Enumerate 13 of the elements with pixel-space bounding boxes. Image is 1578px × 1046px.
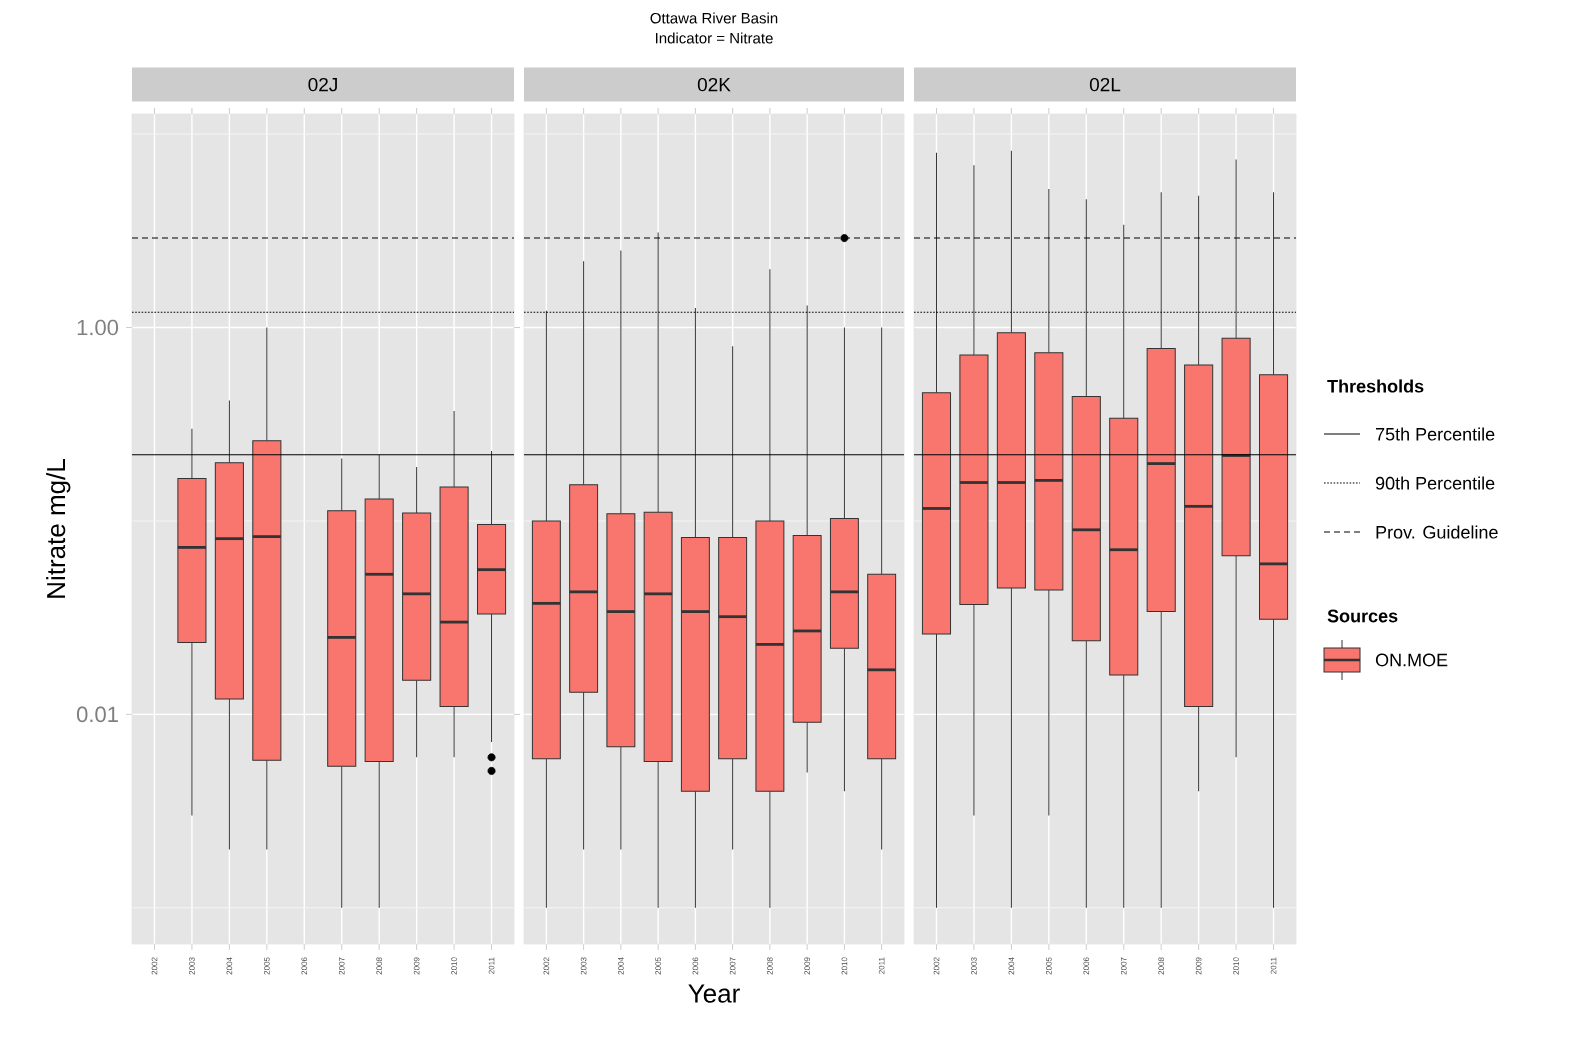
legend-label: Prov. Guideline [1376,525,1498,539]
text: Thresholds [1327,379,1424,393]
y-tick-label: 0.01 [76,706,118,723]
legend-label: 75th Percentile [1375,427,1495,441]
legend-label: 90th Percentile [1375,476,1495,490]
chart-title: 02K [697,77,731,92]
y-axis-title: Nitrate mg/L [46,459,71,598]
y-tick-label: 1.00 [77,319,119,336]
x-axis-title: Year [688,984,740,1003]
legend-label: ON.MOE [1375,653,1448,667]
chart-title: 02L [1089,77,1121,92]
legend-title: Sources [1327,609,1398,623]
chart-title: 02J [308,77,337,92]
